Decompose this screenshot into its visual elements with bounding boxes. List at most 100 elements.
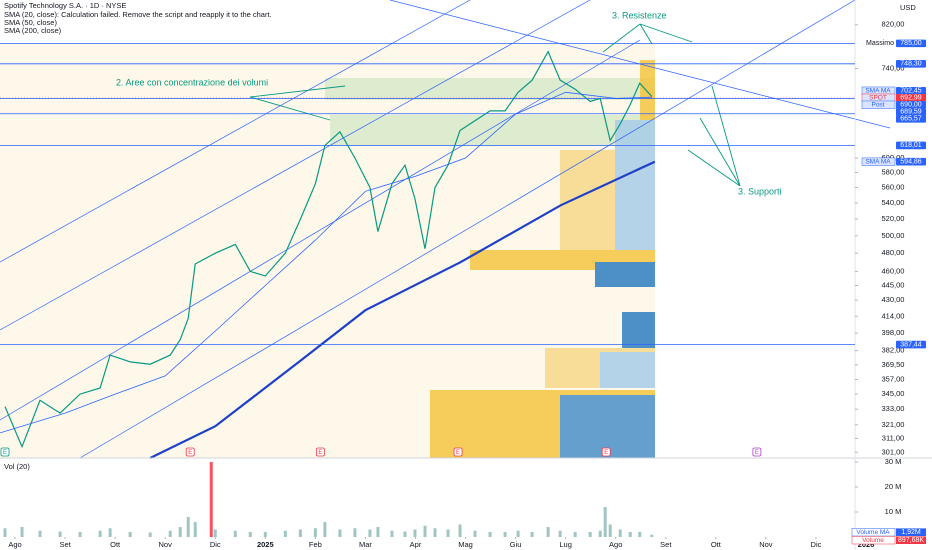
price-tag — [896, 100, 926, 109]
x-tick-label: Nov — [159, 540, 173, 549]
volume-bar — [283, 530, 287, 537]
y-tick-label: 357,00 — [882, 374, 905, 383]
volume-bar — [248, 532, 252, 537]
volume-bar — [488, 532, 492, 537]
price-tag — [896, 141, 926, 150]
price-tag-label: 785,00 — [900, 40, 922, 47]
price-tag — [896, 93, 926, 102]
volume-bar — [353, 528, 357, 537]
profile-block — [615, 120, 655, 260]
arrow — [687, 85, 741, 187]
event-label: E — [3, 450, 7, 456]
indicator-note: SMA (20, close): Calculation failed. Rem… — [4, 10, 272, 19]
volume-title: Vol (20) — [4, 462, 30, 471]
volume-bar — [186, 517, 190, 537]
volume-bar — [209, 462, 213, 537]
volume-bar — [193, 522, 197, 537]
volume-bar — [603, 507, 607, 537]
volume-bar — [108, 528, 112, 537]
volume-bar — [38, 530, 42, 537]
x-tick-label: Set — [59, 540, 71, 549]
y-tick-label: 540,00 — [882, 198, 905, 207]
volume-bar — [368, 529, 372, 537]
volume-tag-label: 1,92M — [901, 529, 921, 536]
x-tick-label: Mag — [458, 540, 473, 549]
volume-bar — [413, 529, 417, 537]
volume-bar — [588, 532, 592, 537]
price-line — [149, 160, 656, 459]
profile-block — [622, 312, 655, 352]
volume-tag — [896, 528, 926, 536]
volume-tag-name-box — [851, 528, 896, 537]
y-tick-label: 301,00 — [882, 447, 905, 456]
channel-line — [79, 0, 856, 459]
channel-line — [0, 39, 641, 421]
y-tick-label: 398,00 — [882, 328, 905, 337]
x-tick-label: Nov — [759, 540, 773, 549]
y-tick-label: 430,00 — [882, 295, 905, 304]
annotation-arrows — [249, 23, 741, 187]
volume-bar — [168, 530, 172, 537]
price-tag-label: 692,99 — [900, 95, 922, 102]
y-tick-label: 560,00 — [882, 182, 905, 191]
price-tag — [896, 59, 926, 68]
volume-bar — [650, 534, 654, 537]
event-marker — [315, 447, 325, 457]
price-tag — [896, 340, 926, 349]
price-tag — [896, 157, 926, 166]
volume-bar — [3, 528, 7, 537]
y-tick-label: 414,00 — [882, 311, 905, 320]
profile-block — [640, 60, 655, 120]
volume-bar — [433, 528, 437, 537]
volume-bar — [313, 528, 317, 537]
y-tick-label: 369,50 — [882, 360, 905, 369]
volume-tag-name: Volume MA — [856, 529, 890, 536]
x-tick-label: Apr — [410, 540, 422, 549]
x-tick-label: Dic — [210, 540, 221, 549]
price-tag-name: SMA MA — [865, 87, 891, 94]
price-tag — [896, 114, 926, 123]
price-tag-name: SMA MA — [865, 158, 891, 165]
x-tick-label: Lug — [559, 540, 572, 549]
volume-bar — [628, 532, 632, 537]
price-tag-name: SPOT — [869, 94, 887, 101]
x-tick-label: Giu — [510, 540, 522, 549]
profile-block — [595, 262, 655, 287]
y-tick-label: 445,00 — [882, 280, 905, 289]
event-marker — [453, 447, 463, 457]
price-line — [4, 50, 653, 449]
volume-bar — [608, 524, 612, 537]
legend-entry: SMA (50, close) — [4, 18, 57, 27]
price-line — [0, 91, 652, 434]
x-tick-label: Ago — [8, 540, 21, 549]
volume-tag — [896, 536, 926, 544]
x-tick-label: Ago — [609, 540, 622, 549]
arrow — [602, 23, 693, 53]
volume-bar — [618, 529, 622, 537]
event-marker — [0, 447, 10, 457]
annotation: 3. Resistenze — [612, 10, 667, 20]
volume-bar — [178, 527, 182, 537]
volume-zone — [330, 115, 655, 146]
y-tick-label: 480,00 — [882, 248, 905, 257]
y-tick-label: 740,00 — [882, 64, 905, 73]
y-tick-label: 321,00 — [882, 420, 905, 429]
volume-bar — [573, 532, 577, 537]
annotation: 3. Supporti — [738, 186, 782, 196]
volume-bar — [598, 530, 602, 537]
volume-bar — [323, 522, 327, 537]
price-tag — [896, 39, 926, 48]
volume-bar — [446, 529, 450, 537]
volume-bar — [390, 530, 394, 537]
volume-bar — [530, 532, 534, 537]
volume-bar — [128, 532, 132, 537]
x-tick-label: Ott — [110, 540, 121, 549]
price-tag — [896, 107, 926, 116]
price-tag-label: 387,44 — [900, 341, 922, 348]
volume-bar — [458, 524, 462, 537]
price-tag-label: 748,30 — [900, 61, 922, 68]
volume-tag-name: Volume — [862, 537, 884, 544]
legend-entry: SMA (200, close) — [4, 26, 62, 35]
x-tick-label: Dic — [811, 540, 822, 549]
